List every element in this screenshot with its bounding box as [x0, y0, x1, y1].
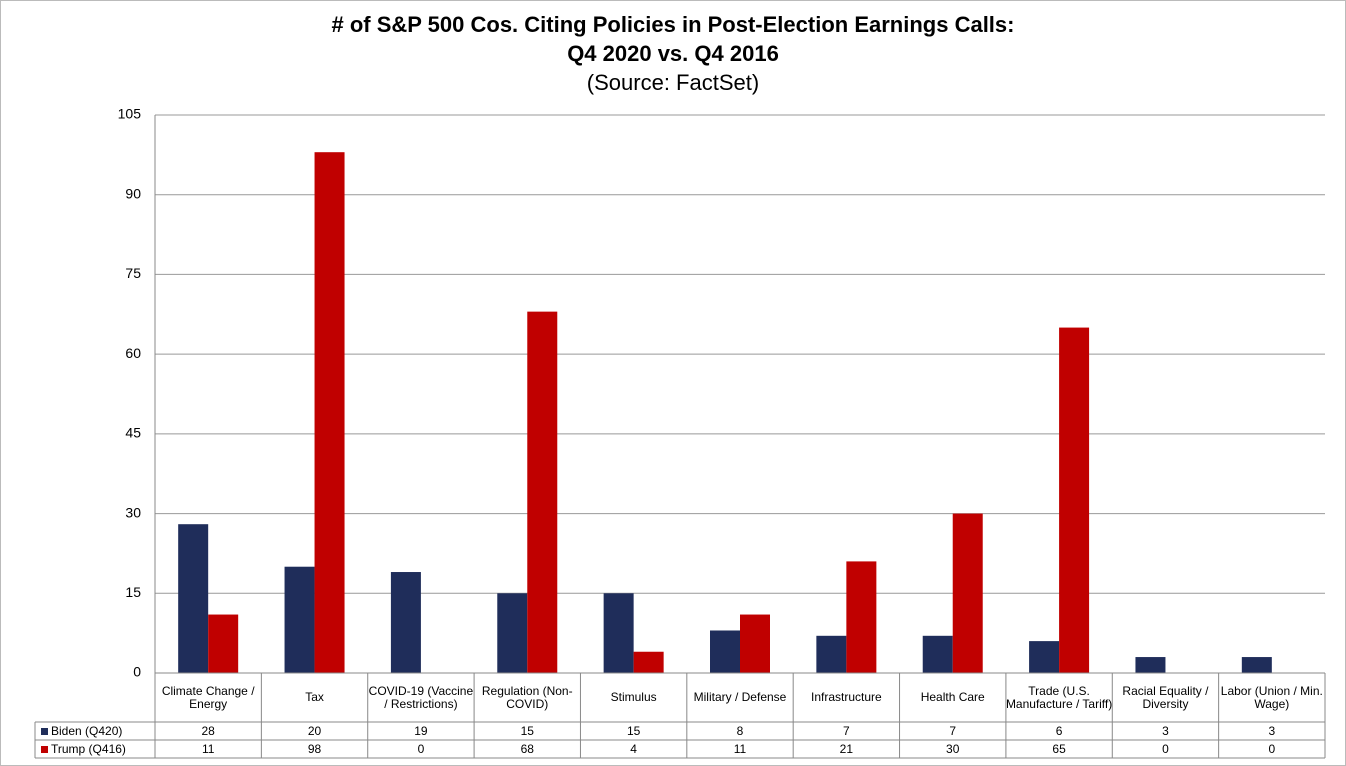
- chart-title-line: Q4 2020 vs. Q4 2016: [567, 41, 779, 66]
- legend-label: Biden (Q420): [51, 724, 122, 738]
- bar: [922, 635, 953, 673]
- bar: [527, 311, 558, 673]
- legend-swatch: [41, 746, 48, 753]
- table-value: 0: [418, 742, 425, 756]
- bar: [390, 572, 421, 673]
- bar: [846, 561, 877, 673]
- bar: [816, 635, 847, 673]
- y-tick-label: 0: [133, 664, 141, 680]
- table-value: 11: [734, 742, 747, 756]
- table-value: 65: [1052, 742, 1066, 756]
- y-tick-label: 75: [125, 265, 141, 281]
- bar: [208, 614, 239, 673]
- table-value: 0: [1162, 742, 1169, 756]
- chart-title-line: # of S&P 500 Cos. Citing Policies in Pos…: [332, 12, 1015, 37]
- table-value: 11: [202, 742, 215, 756]
- x-tick-label-box: Trade (U.S. Manufacture / Tariff): [1005, 683, 1113, 711]
- table-value: 15: [627, 724, 641, 738]
- bar: [603, 593, 634, 673]
- x-tick-label: Stimulus: [610, 690, 657, 704]
- y-tick-label: 30: [125, 504, 141, 520]
- x-tick-label-box: Racial Equality / Diversity: [1122, 683, 1209, 711]
- x-tick-label: Labor (Union / Min. Wage): [1220, 683, 1323, 711]
- x-tick-label: Infrastructure: [811, 690, 882, 704]
- y-tick-label: 90: [125, 185, 141, 201]
- x-tick-label: Trade (U.S. Manufacture / Tariff): [1005, 683, 1113, 711]
- x-tick-label: Regulation (Non-COVID): [481, 683, 573, 711]
- bar: [710, 630, 740, 673]
- bar: [1059, 327, 1090, 673]
- legend-swatch: [41, 728, 48, 735]
- y-tick-label: 60: [125, 345, 141, 361]
- x-tick-label: Health Care: [920, 690, 985, 704]
- bar: [740, 614, 770, 673]
- table-value: 8: [737, 724, 744, 738]
- bar: [284, 566, 315, 673]
- x-tick-label: Racial Equality / Diversity: [1122, 683, 1209, 711]
- x-tick-label-box: Health Care: [920, 690, 985, 704]
- x-tick-label-box: COVID-19 (Vaccine / Restrictions): [368, 683, 474, 711]
- bar: [1241, 657, 1272, 673]
- x-tick-label: Tax: [305, 690, 324, 704]
- bar: [1029, 641, 1060, 673]
- table-value: 15: [521, 724, 535, 738]
- bar: [497, 593, 528, 673]
- legend-label: Trump (Q416): [51, 742, 126, 756]
- x-tick-label: Climate Change / Energy: [161, 683, 255, 711]
- y-tick-label: 105: [118, 106, 142, 122]
- table-value: 68: [521, 742, 535, 756]
- table-value: 0: [1268, 742, 1275, 756]
- table-value: 7: [843, 724, 850, 738]
- table-value: 19: [414, 724, 428, 738]
- x-tick-label-box: Tax: [305, 690, 324, 704]
- table-value: 98: [308, 742, 322, 756]
- table-value: 7: [949, 724, 956, 738]
- x-tick-label-box: Climate Change / Energy: [161, 683, 255, 711]
- x-tick-label-box: Stimulus: [610, 690, 657, 704]
- y-tick-label: 45: [125, 425, 141, 441]
- bar: [314, 152, 345, 673]
- x-tick-label-box: Regulation (Non-COVID): [481, 683, 573, 711]
- table-value: 21: [840, 742, 854, 756]
- x-tick-label-box: Labor (Union / Min. Wage): [1220, 683, 1323, 711]
- x-tick-label-box: Military / Defense: [693, 690, 787, 704]
- table-value: 30: [946, 742, 960, 756]
- x-tick-label: COVID-19 (Vaccine / Restrictions): [368, 683, 474, 711]
- bar: [952, 513, 983, 673]
- x-tick-label-box: Infrastructure: [811, 690, 882, 704]
- table-value: 6: [1056, 724, 1063, 738]
- bar: [178, 524, 209, 673]
- bar: [633, 651, 664, 673]
- y-tick-label: 15: [125, 584, 141, 600]
- table-value: 28: [202, 724, 216, 738]
- table-value: 3: [1162, 724, 1169, 738]
- bar: [1135, 657, 1166, 673]
- x-tick-label: Military / Defense: [693, 690, 787, 704]
- table-value: 20: [308, 724, 322, 738]
- table-value: 3: [1268, 724, 1275, 738]
- chart-subtitle: (Source: FactSet): [587, 70, 759, 95]
- table-value: 4: [630, 742, 637, 756]
